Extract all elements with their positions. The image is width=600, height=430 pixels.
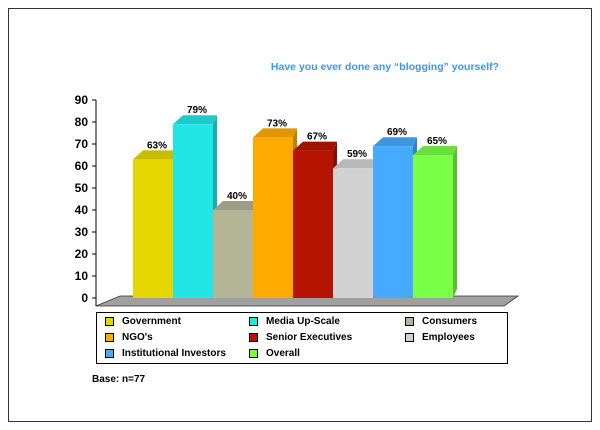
legend-label: Consumers [422, 316, 478, 327]
legend-item-employees: Employees [405, 332, 475, 343]
bar-top [413, 146, 457, 155]
bar-front [173, 124, 213, 298]
y-tick-label: 80 [75, 115, 89, 129]
legend-swatch [405, 317, 414, 326]
data-label: 40% [227, 191, 247, 202]
y-tick-label: 10 [75, 269, 89, 283]
legend-item-consumers: Consumers [405, 316, 477, 327]
legend-item-ngo-s: NGO's [105, 332, 153, 343]
legend: Government Media Up-Scale Consumers NGO's Se… [96, 312, 508, 364]
bar-front [413, 155, 453, 298]
data-label: 67% [307, 132, 327, 143]
bar-front [333, 168, 373, 298]
bar-senior-executives [293, 141, 337, 298]
legend-item-institutional-investors: Institutional Investors [105, 348, 226, 359]
data-label: 79% [187, 105, 207, 116]
legend-item-overall: Overall [249, 348, 300, 359]
legend-swatch [405, 333, 414, 342]
bar-employees [333, 159, 377, 298]
y-tick-label: 60 [75, 159, 89, 173]
legend-swatch [249, 333, 258, 342]
bar-top [253, 128, 297, 138]
bar-top [333, 159, 377, 169]
chart-title: Have you ever done any “blogging” yourse… [271, 61, 499, 73]
bar-top [293, 141, 337, 151]
legend-label: Senior Executives [266, 332, 353, 343]
bar-front [133, 159, 173, 298]
bar-institutional-investors [373, 137, 417, 298]
legend-item-senior-executives: Senior Executives [249, 332, 352, 343]
legend-label: Government [122, 316, 181, 327]
legend-swatch [249, 317, 258, 326]
bar-overall [413, 146, 457, 298]
bar-top [213, 201, 257, 210]
y-tick-label: 40 [75, 203, 89, 217]
bar-media-up-scale [173, 115, 217, 298]
bar-front [253, 137, 293, 298]
bar-front [213, 210, 253, 298]
legend-item-media-up-scale: Media Up-Scale [249, 316, 340, 327]
legend-label: Overall [266, 348, 300, 359]
legend-swatch [105, 317, 114, 326]
base-note: Base: n=77 [92, 374, 146, 385]
bar-top [133, 150, 177, 160]
data-label: 63% [147, 140, 167, 151]
y-tick-label: 70 [75, 137, 89, 151]
y-tick-label: 90 [75, 93, 89, 107]
legend-swatch [105, 333, 114, 342]
bar-top [173, 115, 217, 125]
bar-top [373, 137, 417, 147]
chart-floor [95, 295, 520, 307]
legend-label: NGO's [122, 332, 153, 343]
bar-front [373, 146, 413, 298]
bar-front [293, 150, 333, 298]
y-tick-label: 0 [81, 291, 88, 305]
legend-label: Media Up-Scale [266, 316, 340, 327]
bar-government [133, 150, 177, 298]
bar-consumers [213, 201, 257, 298]
legend-label: Institutional Investors [122, 348, 226, 359]
data-label: 73% [267, 118, 287, 129]
data-label: 69% [387, 127, 407, 138]
y-tick-label: 30 [75, 225, 89, 239]
y-tick-label: 50 [75, 181, 89, 195]
legend-label: Employees [422, 332, 475, 343]
data-label: 59% [347, 149, 367, 160]
bar-ngo-s [253, 128, 297, 298]
bar-side [453, 146, 457, 298]
legend-swatch [249, 349, 258, 358]
legend-item-government: Government [105, 316, 181, 327]
data-label: 65% [427, 136, 447, 147]
legend-swatch [105, 349, 114, 358]
y-tick-label: 20 [75, 247, 89, 261]
